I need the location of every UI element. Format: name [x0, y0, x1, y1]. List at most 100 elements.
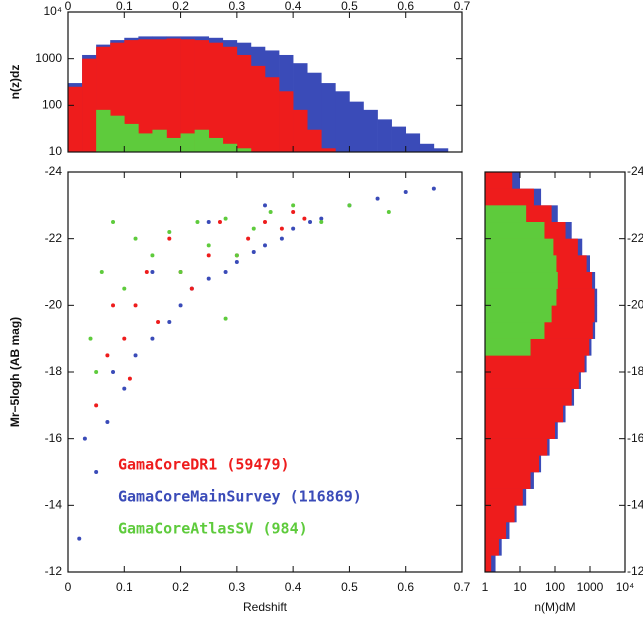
hist-bar	[485, 322, 545, 339]
scatter-point	[279, 236, 284, 241]
scatter-point	[291, 210, 296, 214]
legend-entry: GamaCoreMainSurvey (116869)	[118, 488, 362, 506]
x-tick-label: 100	[545, 580, 565, 594]
hist-bar	[485, 438, 548, 456]
hist-bar	[208, 42, 224, 152]
scatter-point	[251, 250, 256, 254]
y-tick-label: -18	[627, 364, 643, 378]
scatter-point	[319, 220, 324, 224]
hist-bar	[236, 148, 252, 152]
y-tick-label: 100	[42, 98, 62, 112]
scatter-point	[291, 226, 296, 231]
scatter-point	[206, 220, 211, 224]
hist-bar	[152, 39, 167, 153]
hist-bar	[68, 86, 83, 152]
scatter-point	[122, 386, 127, 391]
y-tick-label: -22	[45, 231, 63, 245]
scatter-point	[234, 253, 239, 258]
x-tick-label: 0.1	[116, 580, 133, 594]
scatter-point	[99, 270, 104, 274]
hist-bar	[485, 272, 558, 289]
y-tick-label: -14	[627, 498, 643, 512]
scatter-point	[319, 216, 324, 221]
x-tick-label: 0.2	[172, 0, 189, 13]
hist-bar	[405, 133, 421, 152]
scatter-point	[206, 253, 211, 258]
legend-entry: GamaCoreAtlasSV (984)	[118, 520, 308, 538]
y-axis-label: n(z)dz	[8, 65, 22, 100]
scatter-point	[178, 270, 183, 274]
hist-bar	[485, 505, 515, 523]
hist-bar	[321, 83, 336, 152]
y-tick-label: -24	[45, 164, 63, 178]
scatter-point	[403, 190, 408, 194]
hist-bar	[485, 472, 531, 489]
scatter-point	[105, 353, 110, 358]
hist-bar	[377, 119, 392, 152]
scatter-point	[263, 203, 267, 208]
hist-bar	[166, 38, 181, 152]
x-tick-label: 1000	[577, 580, 604, 594]
scatter-point	[122, 336, 127, 341]
scatter-point	[111, 220, 116, 224]
hist-bar	[485, 488, 523, 506]
hist-bar	[485, 222, 545, 239]
scatter-point	[223, 316, 228, 321]
scatter-point	[302, 216, 307, 221]
hist-bar	[485, 355, 585, 373]
hist-bar	[250, 65, 266, 152]
hist-bar	[321, 148, 336, 152]
scatter-point	[291, 203, 296, 208]
scatter-point	[206, 243, 211, 248]
x-tick-label: 0.6	[397, 580, 414, 594]
scatter-point	[251, 226, 256, 231]
y-tick-label: -12	[627, 564, 643, 578]
hist-bar	[222, 46, 238, 152]
y-tick-label: 10	[49, 144, 63, 158]
x-tick-label: 0.4	[285, 580, 302, 594]
hist-bar	[124, 123, 139, 152]
hist-bar	[236, 54, 252, 152]
hist-bar	[419, 143, 435, 152]
scatter-point	[88, 336, 93, 341]
x-tick-label: 0	[65, 0, 72, 13]
legend-entry: GamaCoreDR1 (59479)	[118, 456, 290, 474]
scatter-point	[133, 236, 138, 241]
hist-bar	[485, 288, 557, 306]
hist-bar	[307, 129, 322, 152]
hist-bar	[485, 538, 499, 556]
hist-bar	[485, 238, 554, 256]
hist-bar	[485, 455, 540, 473]
scatter-point	[111, 303, 116, 308]
scatter-point	[223, 270, 228, 274]
scatter-point	[94, 470, 99, 474]
scatter-point	[167, 230, 172, 234]
hist-bar	[194, 129, 210, 152]
hist-bar	[166, 137, 181, 152]
scatter-point	[347, 203, 352, 208]
scatter-point	[127, 376, 132, 381]
scatter-point	[94, 403, 99, 408]
x-tick-label: 0.3	[229, 0, 246, 13]
scatter-point	[217, 220, 222, 224]
hist-bar	[485, 555, 492, 573]
scatter-point	[94, 370, 99, 374]
x-tick-label: 0.5	[341, 0, 358, 13]
scatter-point	[234, 260, 239, 264]
hist-bar	[485, 172, 513, 189]
hist-bar	[335, 91, 350, 152]
x-tick-label: 0.4	[285, 0, 302, 13]
scatter-point	[150, 336, 155, 341]
hist-bar	[363, 109, 378, 152]
scatter-point	[144, 270, 149, 274]
scatter-point	[156, 320, 161, 324]
hist-bar	[485, 405, 564, 423]
x-tick-label: 0.7	[454, 580, 471, 594]
hist-bar	[391, 126, 407, 152]
hist-bar	[349, 101, 364, 152]
scatter-point	[167, 236, 172, 241]
scatter-point	[105, 420, 110, 424]
scatter-point	[206, 276, 211, 281]
hist-bar	[433, 148, 449, 152]
